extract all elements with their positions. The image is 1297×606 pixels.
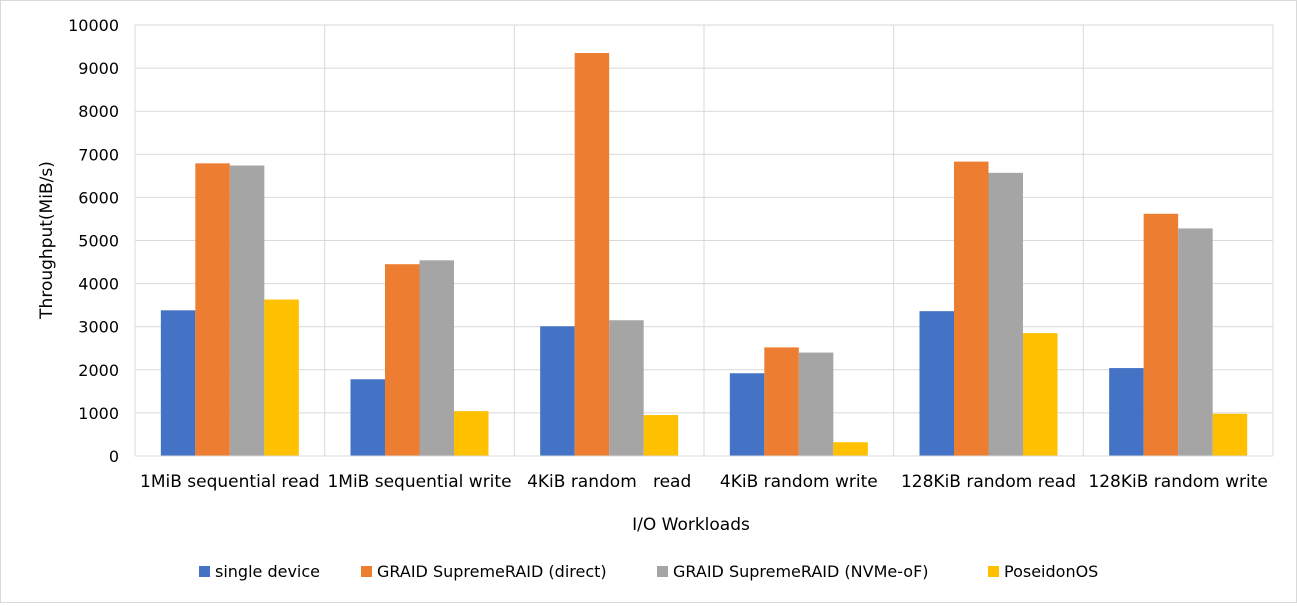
bar-poseidonos bbox=[643, 415, 679, 456]
y-tick-label: 9000 bbox=[78, 59, 119, 78]
legend-label: single device bbox=[215, 562, 320, 581]
legend-swatch bbox=[361, 566, 372, 577]
legend-swatch bbox=[988, 566, 999, 577]
bar-single-device bbox=[160, 310, 196, 456]
bar-single-device bbox=[919, 311, 954, 456]
bar-graid-supremeraid-nvme-of bbox=[419, 260, 454, 456]
x-tick-label: 128KiB random read bbox=[901, 472, 1076, 492]
x-tick-label: 1MiB sequential read bbox=[140, 472, 320, 492]
bar-graid-supremeraid-nvme-of bbox=[229, 165, 265, 457]
y-tick-label: 3000 bbox=[78, 318, 119, 337]
legend-item: PoseidonOS bbox=[988, 562, 1098, 581]
bar-single-device bbox=[350, 379, 385, 456]
legend-item: GRAID SupremeRAID (direct) bbox=[361, 562, 607, 581]
legend-label: PoseidonOS bbox=[1004, 562, 1098, 581]
x-tick-label: 128KiB random write bbox=[1088, 472, 1267, 492]
bar-graid-supremeraid-nvme-of bbox=[1178, 228, 1213, 456]
x-tick-label: 4KiB random read bbox=[527, 472, 691, 492]
y-tick-label: 1000 bbox=[78, 404, 119, 423]
bar-single-device bbox=[729, 373, 765, 456]
legend-item: GRAID SupremeRAID (NVMe-oF) bbox=[657, 562, 929, 581]
bar-graid-supremeraid-direct bbox=[764, 347, 799, 456]
y-tick-label: 2000 bbox=[78, 361, 119, 380]
bar-single-device bbox=[540, 326, 575, 456]
y-axis-title: Throughput(MiB/s) bbox=[37, 161, 57, 320]
y-tick-label: 8000 bbox=[78, 102, 119, 121]
y-tick-label: 5000 bbox=[78, 232, 119, 251]
bar-graid-supremeraid-direct bbox=[195, 163, 230, 456]
bar-poseidonos bbox=[454, 411, 489, 456]
bar-poseidonos bbox=[1023, 333, 1058, 456]
bar-graid-supremeraid-direct bbox=[954, 161, 989, 456]
legend-swatch bbox=[657, 566, 668, 577]
bar-graid-supremeraid-direct bbox=[574, 53, 610, 456]
bar-graid-supremeraid-nvme-of bbox=[988, 172, 1023, 456]
legend-label: GRAID SupremeRAID (NVMe-oF) bbox=[673, 562, 929, 581]
bar-graid-supremeraid-nvme-of bbox=[609, 320, 644, 456]
y-tick-label: 10000 bbox=[68, 16, 119, 35]
x-tick-label: 4KiB random write bbox=[720, 472, 878, 492]
bar-graid-supremeraid-nvme-of bbox=[798, 352, 834, 456]
legend-label: GRAID SupremeRAID (direct) bbox=[377, 562, 607, 581]
bar-poseidonos bbox=[264, 299, 299, 456]
bar-single-device bbox=[1109, 368, 1144, 456]
legend-swatch bbox=[199, 566, 210, 577]
legend-item: single device bbox=[199, 562, 320, 581]
y-tick-label: 6000 bbox=[78, 188, 119, 207]
bar-poseidonos bbox=[833, 442, 868, 456]
bar-poseidonos bbox=[1212, 413, 1248, 456]
x-axis-title: I/O Workloads bbox=[632, 515, 750, 535]
y-tick-label: 7000 bbox=[78, 145, 119, 164]
y-tick-label: 0 bbox=[109, 447, 119, 466]
bar-graid-supremeraid-direct bbox=[1143, 213, 1179, 456]
y-tick-label: 4000 bbox=[78, 275, 119, 294]
x-tick-label: 1MiB sequential write bbox=[327, 472, 511, 492]
bar-graid-supremeraid-direct bbox=[385, 264, 420, 456]
